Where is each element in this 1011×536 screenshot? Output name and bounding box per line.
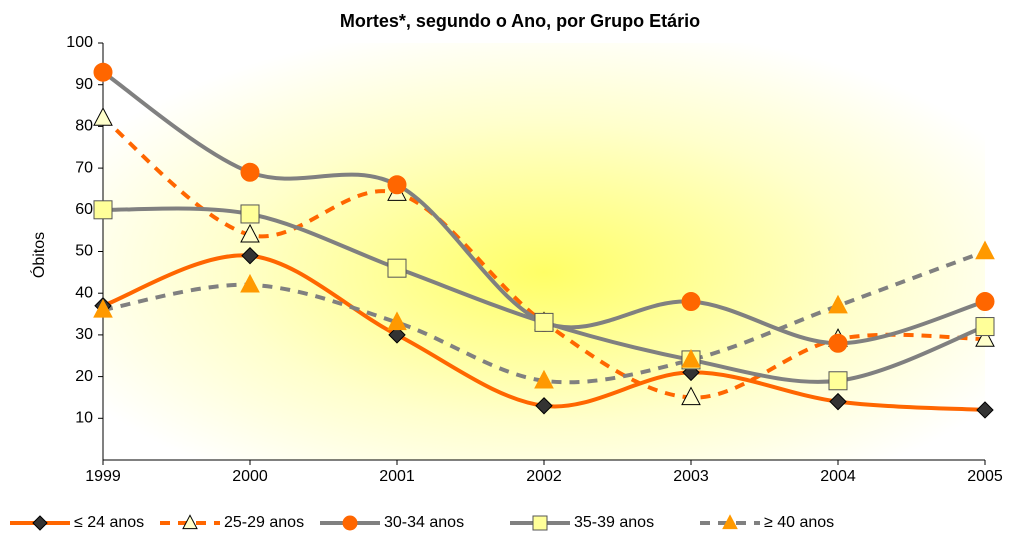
x-tick-label: 1999 <box>85 468 121 485</box>
data-point <box>976 401 994 419</box>
data-point <box>829 392 847 411</box>
legend-label: ≥ 40 anos <box>764 514 834 531</box>
data-point <box>535 397 553 415</box>
chart-title: Mortes*, segundo o Ano, por Grupo Etário <box>340 11 700 31</box>
data-point <box>93 107 113 126</box>
legend-label: ≤ 24 anos <box>74 514 144 531</box>
data-point <box>828 333 848 353</box>
data-point <box>387 258 407 278</box>
data-point <box>93 298 113 318</box>
data-point <box>93 200 113 220</box>
x-tick-label: 2000 <box>232 468 268 485</box>
data-point <box>240 273 260 293</box>
data-point <box>534 369 554 389</box>
data-point <box>387 311 407 331</box>
y-tick-label: 90 <box>75 76 93 93</box>
data-point <box>93 62 113 82</box>
data-point <box>681 348 701 368</box>
data-point <box>240 223 260 243</box>
data-point <box>240 204 260 224</box>
x-tick-label: 2003 <box>673 468 709 485</box>
y-tick-label: 70 <box>75 159 93 176</box>
y-tick-label: 50 <box>75 243 93 260</box>
y-axis-label: Óbitos <box>29 232 48 278</box>
data-point <box>534 312 554 332</box>
data-point <box>975 240 995 260</box>
data-point <box>241 246 259 265</box>
x-tick-label: 2002 <box>526 468 562 485</box>
legend-marker <box>722 514 738 530</box>
y-tick-label: 80 <box>75 118 93 135</box>
legend-label: 35-39 anos <box>574 514 654 531</box>
x-tick-label: 2001 <box>379 468 415 485</box>
legend-label: 25-29 anos <box>224 514 304 531</box>
legend-marker <box>32 515 48 531</box>
x-tick-label: 2005 <box>967 468 1003 485</box>
data-point <box>828 294 848 314</box>
x-tick-label: 2004 <box>820 468 856 485</box>
data-point <box>975 292 995 312</box>
y-tick-label: 100 <box>66 34 93 51</box>
legend-marker <box>182 514 198 530</box>
data-point <box>240 162 260 182</box>
legend-label: 30-34 anos <box>384 514 464 531</box>
legend-marker <box>532 515 548 531</box>
data-point <box>828 371 848 391</box>
y-tick-label: 40 <box>75 284 93 301</box>
data-point <box>681 292 701 312</box>
y-tick-label: 60 <box>75 201 93 218</box>
data-point <box>388 326 406 344</box>
y-tick-label: 10 <box>75 410 93 427</box>
y-tick-label: 30 <box>75 326 93 343</box>
data-point <box>975 317 995 337</box>
legend-marker <box>342 515 358 531</box>
y-tick-label: 20 <box>75 368 93 385</box>
data-point <box>975 328 995 347</box>
data-point <box>387 175 407 195</box>
data-point <box>681 386 701 406</box>
